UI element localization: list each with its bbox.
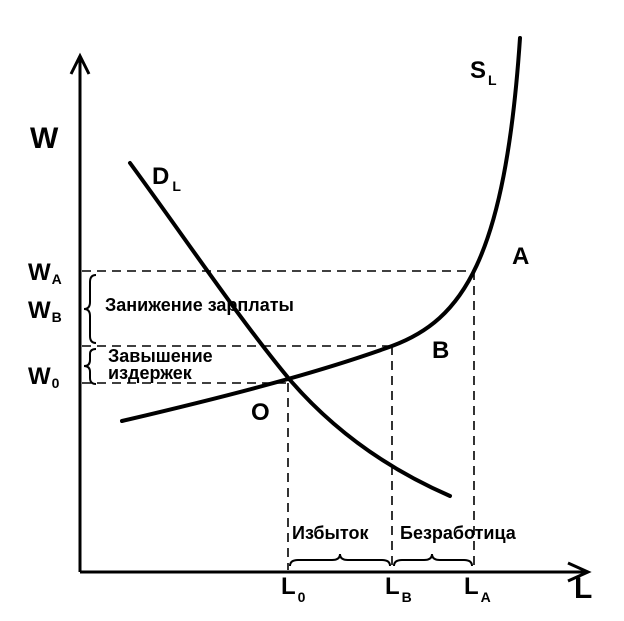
dashed-guides [82, 270, 475, 570]
brace-cost-overstatement [83, 348, 97, 385]
supply-curve [120, 36, 522, 423]
wage-level-wa-label: WA [28, 259, 62, 287]
demand-curve [128, 161, 452, 498]
y-axis-arrowhead [69, 52, 91, 75]
x-axis-arrowhead [567, 561, 592, 583]
point-o-label: O [251, 399, 270, 426]
annotation-cost-overstatement-line1: Завышение [108, 346, 213, 366]
brace-unemployment [393, 553, 473, 567]
wage-level-w0-label: W0 [28, 363, 60, 391]
brace-surplus [289, 553, 391, 567]
point-b-label: B [432, 337, 449, 364]
annotation-surplus: Избыток [292, 523, 370, 543]
bottom-braces [289, 553, 473, 567]
annotation-cost-overstatement-line2: издержек [108, 363, 193, 383]
point-a-label: A [512, 243, 529, 270]
axes [69, 52, 592, 583]
annotation-unemployment: Безработица [400, 523, 517, 543]
annotation-wage-understatement: Занижение зарплаты [105, 295, 294, 315]
y-axis-label: W [30, 122, 59, 155]
x-axis-label: L [574, 572, 592, 605]
brace-wage-understatement [83, 274, 97, 344]
wage-level-wb-label: WB [28, 297, 62, 325]
left-braces [83, 274, 97, 385]
